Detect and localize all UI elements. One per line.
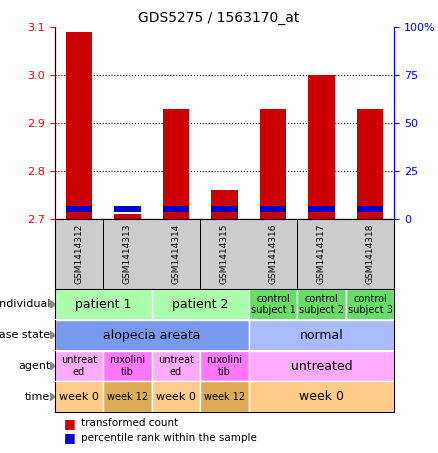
Text: normal: normal [300, 329, 343, 342]
Text: time: time [25, 392, 50, 402]
Text: individual: individual [0, 299, 50, 309]
Text: GDS5275 / 1563170_at: GDS5275 / 1563170_at [138, 11, 300, 25]
Text: GSM1414316: GSM1414316 [268, 224, 277, 284]
Bar [211, 206, 238, 212]
Text: week 0: week 0 [156, 392, 196, 402]
Text: control
subject 1: control subject 1 [251, 294, 295, 315]
Polygon shape [49, 300, 56, 308]
Text: week 0: week 0 [299, 390, 344, 403]
Text: week 12: week 12 [204, 392, 245, 402]
Bar [66, 32, 92, 219]
Text: disease state: disease state [0, 330, 50, 340]
Text: week 0: week 0 [59, 392, 99, 402]
Bar [308, 206, 335, 212]
Text: agent: agent [18, 361, 50, 371]
Text: GSM1414317: GSM1414317 [317, 224, 326, 284]
Bar [211, 190, 238, 219]
Text: GSM1414315: GSM1414315 [220, 224, 229, 284]
Text: ruxolini
tib: ruxolini tib [206, 355, 243, 377]
Polygon shape [49, 331, 56, 339]
Polygon shape [49, 393, 56, 401]
Bar [114, 206, 141, 212]
Text: transformed count: transformed count [81, 418, 178, 429]
Polygon shape [49, 362, 56, 370]
Text: GSM1414314: GSM1414314 [172, 224, 180, 284]
Bar [162, 206, 189, 212]
Text: control
subject 3: control subject 3 [347, 294, 392, 315]
Bar [308, 75, 335, 219]
Text: patient 2: patient 2 [172, 298, 228, 311]
Text: GSM1414318: GSM1414318 [365, 224, 374, 284]
Bar [260, 109, 286, 219]
Text: untreat
ed: untreat ed [61, 355, 97, 377]
Text: ruxolini
tib: ruxolini tib [110, 355, 145, 377]
Text: ■: ■ [64, 417, 75, 430]
Text: ■: ■ [64, 431, 75, 444]
Text: untreat
ed: untreat ed [158, 355, 194, 377]
Text: week 12: week 12 [107, 392, 148, 402]
Bar [66, 206, 92, 212]
Bar [357, 109, 383, 219]
Text: patient 1: patient 1 [75, 298, 131, 311]
Text: alopecia areata: alopecia areata [103, 329, 201, 342]
Text: GSM1414312: GSM1414312 [74, 224, 84, 284]
Bar [162, 109, 189, 219]
Text: GSM1414313: GSM1414313 [123, 224, 132, 284]
Bar [114, 214, 141, 219]
Text: control
subject 2: control subject 2 [299, 294, 344, 315]
Text: untreated: untreated [291, 360, 352, 372]
Bar [260, 206, 286, 212]
Text: percentile rank within the sample: percentile rank within the sample [81, 433, 257, 443]
Bar [357, 206, 383, 212]
